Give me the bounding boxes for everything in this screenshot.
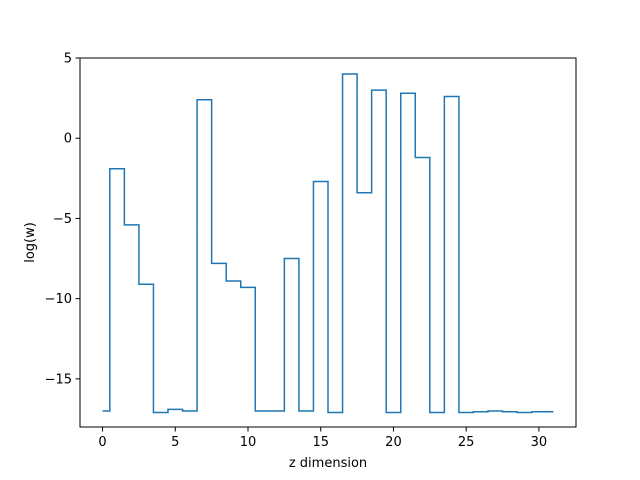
x-tick-label: 10 <box>240 435 257 450</box>
x-axis-label: z dimension <box>289 456 367 471</box>
plot-area <box>102 73 554 414</box>
y-tick-label: 0 <box>64 132 72 147</box>
y-axis-label: log(w) <box>23 222 38 263</box>
x-tick-label: 20 <box>385 435 402 450</box>
x-tick-label: 0 <box>98 435 106 450</box>
y-tick-label: −10 <box>45 292 72 307</box>
x-tick-label: 5 <box>171 435 179 450</box>
x-tick-label: 30 <box>531 435 548 450</box>
y-tick-label: 5 <box>64 52 72 67</box>
x-axis-ticks: 0 5 10 15 20 25 30 <box>98 427 547 450</box>
y-tick-label: −15 <box>45 372 72 387</box>
axes-frame <box>79 57 577 428</box>
y-axis-ticks: 5 0 −5 −10 −15 <box>45 52 80 387</box>
x-tick-label: 15 <box>312 435 329 450</box>
series-line-0 <box>102 73 554 414</box>
x-tick-label: 25 <box>458 435 475 450</box>
y-tick-label: −5 <box>53 212 72 227</box>
